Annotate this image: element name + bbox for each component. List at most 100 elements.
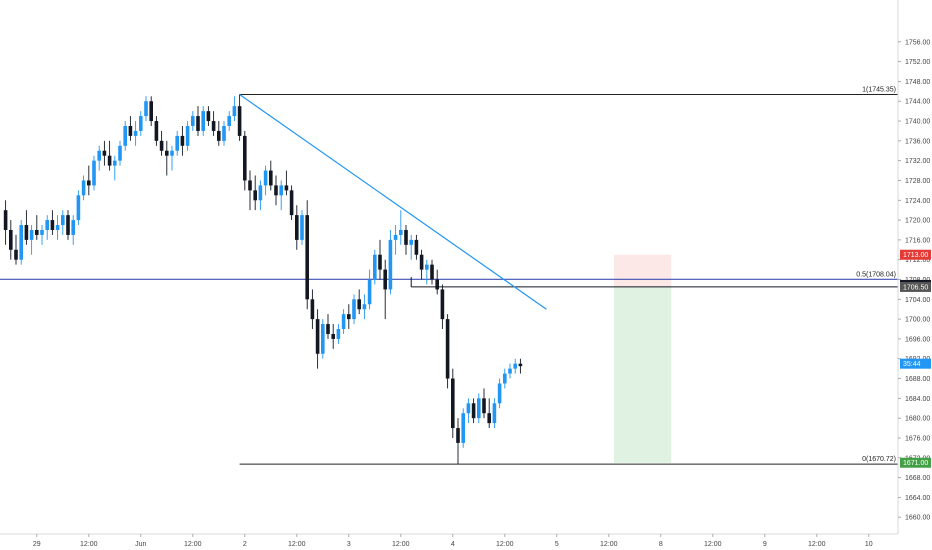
candle-body — [326, 324, 330, 334]
candle-body — [201, 111, 205, 131]
candle-body — [81, 180, 86, 196]
price-tick-label: 1728.00 — [905, 178, 930, 185]
candle-body — [414, 239, 419, 255]
candle-body — [373, 254, 377, 280]
candle-body — [102, 150, 107, 156]
candle-body — [269, 170, 273, 186]
time-tick-label: 4 — [451, 541, 455, 548]
time-tick-label: 2 — [243, 541, 247, 548]
candle-body — [435, 279, 439, 290]
candle-body — [477, 398, 481, 419]
candle-body — [19, 225, 23, 260]
candle-body — [170, 150, 174, 156]
candle-body — [66, 215, 70, 235]
price-tick-label: 1724.00 — [905, 198, 930, 205]
candle-body — [310, 299, 315, 320]
candle-body — [107, 155, 112, 166]
level-labels: 1(1745.35) 0.5(1708.04) 0(1670.72) — [856, 87, 896, 464]
price-tick-label: 1700.00 — [905, 317, 930, 324]
candle-body — [45, 220, 49, 230]
candle-body — [367, 279, 372, 305]
candle-body — [61, 215, 65, 226]
candle-body — [227, 116, 231, 126]
candle-body — [258, 185, 263, 201]
candle-body — [466, 403, 471, 414]
price-badge — [900, 249, 931, 260]
candle-body — [274, 185, 278, 196]
price-tick-label: 1752.00 — [905, 59, 930, 66]
candle-body — [331, 333, 335, 339]
fib-level-label: 1(1745.35) — [862, 87, 896, 94]
price-tick-label: 1732.00 — [905, 158, 930, 165]
price-tick-label: 1696.00 — [905, 336, 930, 343]
price-tick-label: 1704.00 — [905, 297, 930, 304]
candle-body — [71, 220, 75, 235]
candle-body — [165, 150, 169, 156]
time-tick-label: 9 — [763, 541, 767, 548]
candle-body — [425, 264, 429, 270]
time-tick-label: 12:00 — [496, 541, 514, 548]
candle-body — [97, 150, 101, 161]
candle-body — [128, 125, 133, 136]
candle-body — [315, 319, 320, 354]
time-tick-label: 29 — [33, 541, 41, 548]
price-badge-label: 1671.00 — [903, 460, 928, 467]
candle-body — [139, 116, 143, 131]
candle-body — [113, 160, 117, 166]
time-tick-label: 12:00 — [184, 541, 202, 548]
candle-body — [461, 413, 465, 443]
candle-body — [409, 239, 413, 245]
time-tick-label: 12:00 — [808, 541, 826, 548]
candle-body — [445, 319, 450, 379]
candle-body — [243, 135, 247, 181]
price-tick-label: 1660.00 — [905, 515, 930, 522]
candle-body — [352, 299, 356, 320]
price-tick-label: 1684.00 — [905, 396, 930, 403]
time-tick-label: 12:00 — [392, 541, 410, 548]
candle-body — [123, 125, 127, 146]
candle-body — [14, 249, 18, 260]
candle-body — [211, 121, 216, 131]
candle-body — [289, 190, 294, 216]
time-axis[interactable]: 29 12:00 Jun 12:00 2 12:00 3 12:00 4 12:00 5 12:00 8… — [0, 533, 898, 548]
candle-body — [3, 210, 8, 230]
candle-body — [180, 135, 185, 146]
candle-body — [357, 299, 361, 310]
stop-loss-zone — [614, 254, 672, 287]
candle-body — [9, 229, 13, 250]
time-tick-label: 5 — [555, 541, 559, 548]
candle-body — [440, 289, 445, 320]
candle-body — [222, 125, 226, 141]
candle-body — [154, 121, 159, 141]
candle-body — [217, 130, 221, 141]
candle-body — [336, 329, 341, 339]
candle-body — [487, 413, 491, 424]
price-badge-label: 1706.50 — [903, 284, 928, 291]
price-tick-label: 1716.00 — [905, 237, 930, 244]
price-badge-label: 35:44 — [903, 361, 921, 368]
candle-body — [191, 116, 195, 126]
time-tick-label: Jun — [135, 541, 146, 548]
price-tick-label: 1756.00 — [905, 39, 930, 46]
candle-body — [237, 106, 242, 136]
price-tick-label: 1688.00 — [905, 376, 930, 383]
candle-body — [451, 378, 455, 429]
candle-body — [378, 254, 382, 270]
candle-body — [263, 170, 268, 186]
candle-body — [508, 368, 512, 374]
price-tick-label: 1748.00 — [905, 79, 930, 86]
fib-level-label: 0(1670.72) — [862, 456, 896, 463]
candle-body — [206, 111, 211, 122]
price-tick-label: 1676.00 — [905, 435, 930, 442]
trend-line — [239, 94, 547, 310]
candle-body — [347, 314, 351, 320]
candle-body — [362, 304, 367, 310]
candle-body — [253, 190, 257, 201]
candle-body — [518, 363, 523, 367]
price-axis[interactable]: 1756.00 1752.00 1748.00 1744.00 1740.00 1736.… — [897, 0, 931, 534]
candle-body — [159, 140, 164, 151]
price-tick-label: 1740.00 — [905, 119, 930, 126]
time-tick-label: 12:00 — [80, 541, 98, 548]
